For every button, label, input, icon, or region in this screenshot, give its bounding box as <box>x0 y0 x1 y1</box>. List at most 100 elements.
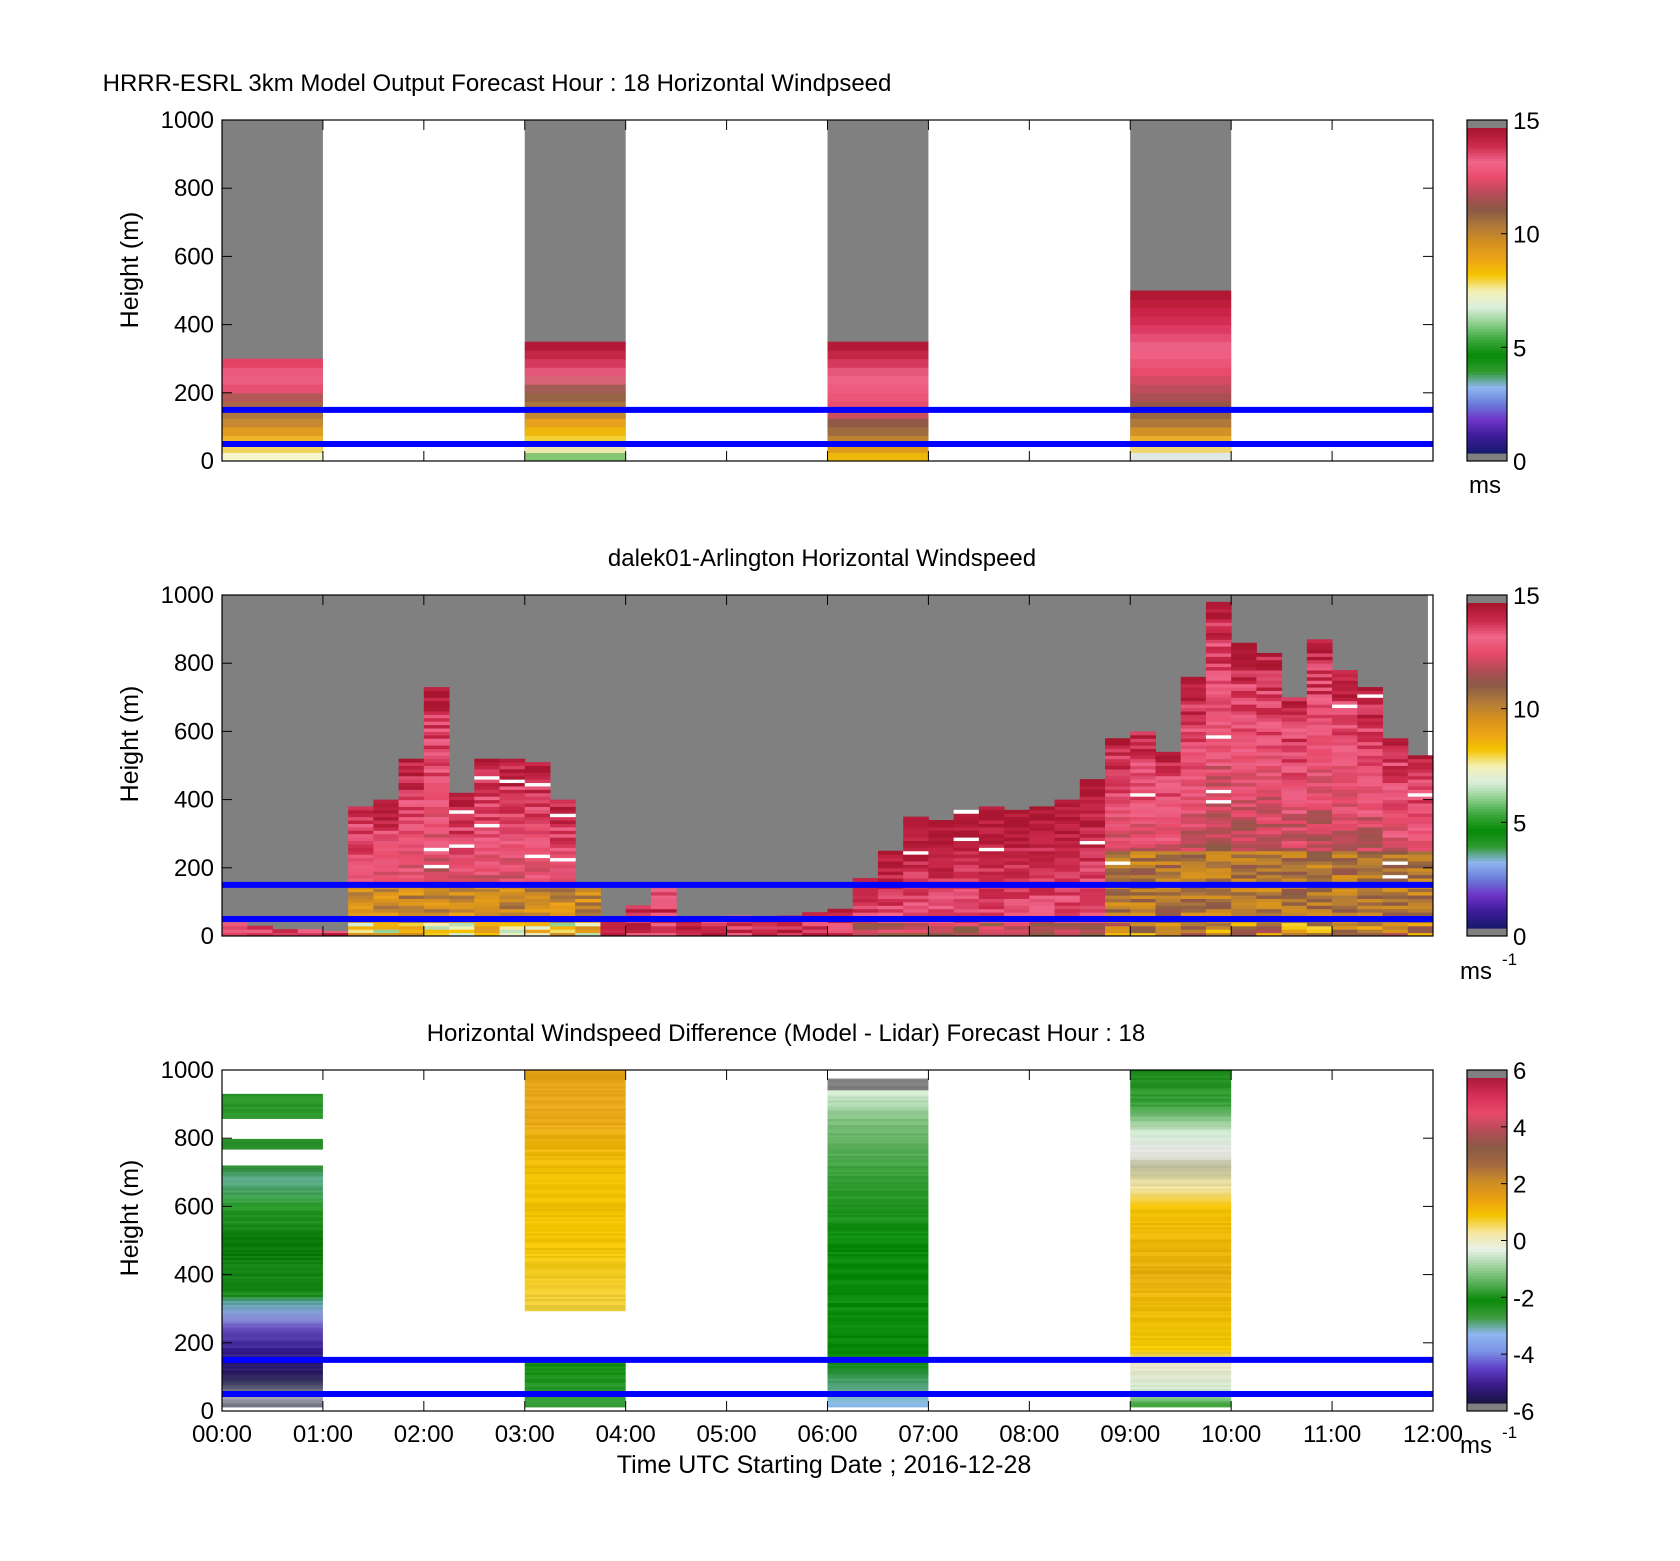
lidar-cell <box>1281 727 1308 732</box>
heatmap-cell <box>524 1402 626 1406</box>
heatmap-cell <box>222 1093 323 1097</box>
lidar-cell <box>474 854 501 859</box>
lidar-cell <box>474 895 501 899</box>
heatmap-cell <box>827 367 929 377</box>
colorbar-swatch <box>1467 1237 1507 1242</box>
heatmap-cell <box>524 1282 626 1285</box>
heatmap-cell <box>222 1106 323 1109</box>
lidar-cell <box>1281 799 1308 804</box>
colorbar-swatch <box>1467 892 1507 897</box>
lidar-cell <box>398 820 425 824</box>
lidar-cell <box>524 874 551 879</box>
colorbar-swatch <box>1467 366 1507 370</box>
lidar-cell <box>1382 874 1409 879</box>
colorbar-swatch <box>1467 844 1507 848</box>
heatmap-cell <box>1130 1214 1232 1218</box>
colorbar-frame <box>1466 119 1508 462</box>
lidar-cell <box>1205 768 1232 773</box>
lidar-cell <box>549 830 576 835</box>
lidar-cell <box>1231 765 1257 770</box>
heatmap-cell <box>524 1386 626 1389</box>
x-tick-label: 03:00 <box>495 1421 555 1448</box>
colorbar-swatch <box>1467 868 1507 872</box>
lidar-cell <box>373 925 400 930</box>
colorbar-swatch <box>1467 730 1507 734</box>
lidar-cell <box>1256 683 1283 688</box>
colorbar-swatch <box>1467 1164 1507 1168</box>
x-tick-label: 00:00 <box>192 1421 252 1448</box>
lidar-cell <box>1357 888 1384 893</box>
colorbar-swatch <box>1467 1375 1507 1380</box>
colorbar-swatch <box>1467 1319 1507 1323</box>
lidar-cell <box>1332 860 1358 865</box>
colorbar-swatch <box>1467 789 1507 794</box>
lidar-cell <box>1205 615 1232 620</box>
lidar-cell <box>1105 891 1131 896</box>
lidar-cell <box>1407 874 1433 879</box>
lidar-cell <box>373 864 400 869</box>
colorbar-swatch <box>1467 803 1507 807</box>
lidar-cell <box>1105 932 1131 936</box>
lidar-cell <box>423 693 450 698</box>
colorbar-swatch <box>1467 1259 1507 1263</box>
colorbar-swatch <box>1467 852 1507 856</box>
colorbar-swatch <box>1467 352 1507 357</box>
y-tick-label: 600 <box>174 243 214 270</box>
lidar-cell <box>1180 714 1207 719</box>
lidar-cell <box>1231 649 1257 654</box>
lidar-cell <box>449 799 475 804</box>
lidar-cell <box>1256 731 1283 736</box>
heatmap-cell <box>827 1370 929 1373</box>
lidar-cell <box>852 932 879 936</box>
lidar-cell <box>1306 912 1333 917</box>
lidar-cell <box>1382 826 1409 831</box>
lidar-cell <box>549 888 576 893</box>
lidar-cell <box>1357 820 1384 824</box>
lidar-cell <box>1281 707 1308 712</box>
lidar-cell <box>1155 864 1182 869</box>
heatmap-cell <box>222 1183 323 1187</box>
lidar-cell <box>852 905 879 910</box>
lidar-cell <box>373 895 400 899</box>
lidar-cell <box>1357 745 1384 749</box>
colorbar-swatch <box>1467 906 1507 910</box>
lidar-cell <box>1004 857 1030 862</box>
colorbar-swatch <box>1467 665 1507 669</box>
lidar-cell <box>1205 803 1232 807</box>
colorbar-swatch <box>1467 190 1507 194</box>
colorbar-swatch <box>1467 1134 1507 1139</box>
lidar-cell <box>1357 806 1384 811</box>
heatmap-cell <box>524 1398 626 1402</box>
lidar-cell <box>1382 796 1409 801</box>
lidar-cell <box>1180 690 1207 695</box>
lidar-cell <box>1281 871 1308 876</box>
lidar-cell <box>1256 823 1283 828</box>
colorbar-swatch <box>1467 1305 1507 1309</box>
lidar-cell <box>524 891 551 896</box>
colorbar-swatch <box>1467 406 1507 411</box>
heatmap-cell <box>1130 1171 1232 1175</box>
lidar-cell <box>1382 854 1409 859</box>
lidar-cell <box>398 816 425 821</box>
lidar-cell <box>1231 878 1257 882</box>
heatmap-cell <box>524 1361 626 1365</box>
lidar-cell <box>1281 751 1308 756</box>
heatmap-cell <box>1130 1294 1232 1297</box>
colorbar-swatch <box>1467 854 1507 859</box>
lidar-cell <box>373 905 400 910</box>
colorbar-swatch <box>1467 385 1507 389</box>
lidar-cell <box>1332 714 1358 719</box>
heatmap-cell <box>1130 1110 1232 1113</box>
lidar-cell <box>1205 639 1232 644</box>
heatmap-cell <box>827 1210 929 1214</box>
heatmap-cell <box>1130 1130 1232 1134</box>
lidar-cell <box>1306 670 1333 674</box>
lidar-cell <box>1281 867 1308 872</box>
colorbar-swatch <box>1467 724 1507 729</box>
lidar-cell <box>1256 932 1283 936</box>
lidar-cell <box>423 782 450 787</box>
colorbar-swatch <box>1467 1329 1507 1334</box>
heatmap-cell <box>222 1298 323 1302</box>
lidar-cell <box>398 779 425 784</box>
